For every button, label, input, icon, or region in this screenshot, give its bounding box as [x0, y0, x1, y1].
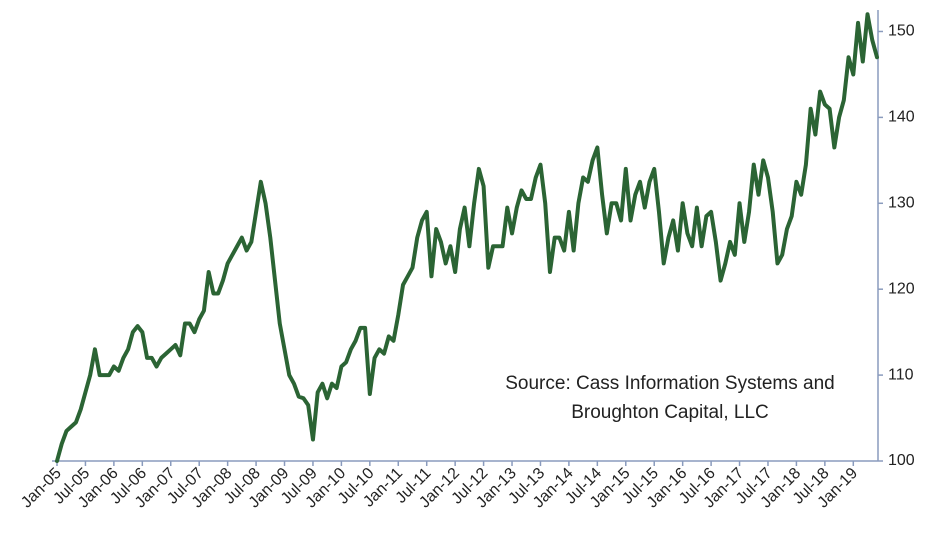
annotation: Broughton Capital, LLC [571, 402, 769, 423]
y-tick-label: 110 [888, 366, 914, 383]
annotation: Source: Cass Information Systems and [505, 373, 834, 394]
y-tick-label: 120 [888, 280, 915, 297]
series-line [55, 12, 879, 463]
y-tick-label: 140 [888, 109, 915, 126]
y-tick-label: 100 [888, 452, 915, 469]
y-tick-label: 150 [888, 23, 915, 40]
y-tick-label: 130 [888, 195, 915, 212]
